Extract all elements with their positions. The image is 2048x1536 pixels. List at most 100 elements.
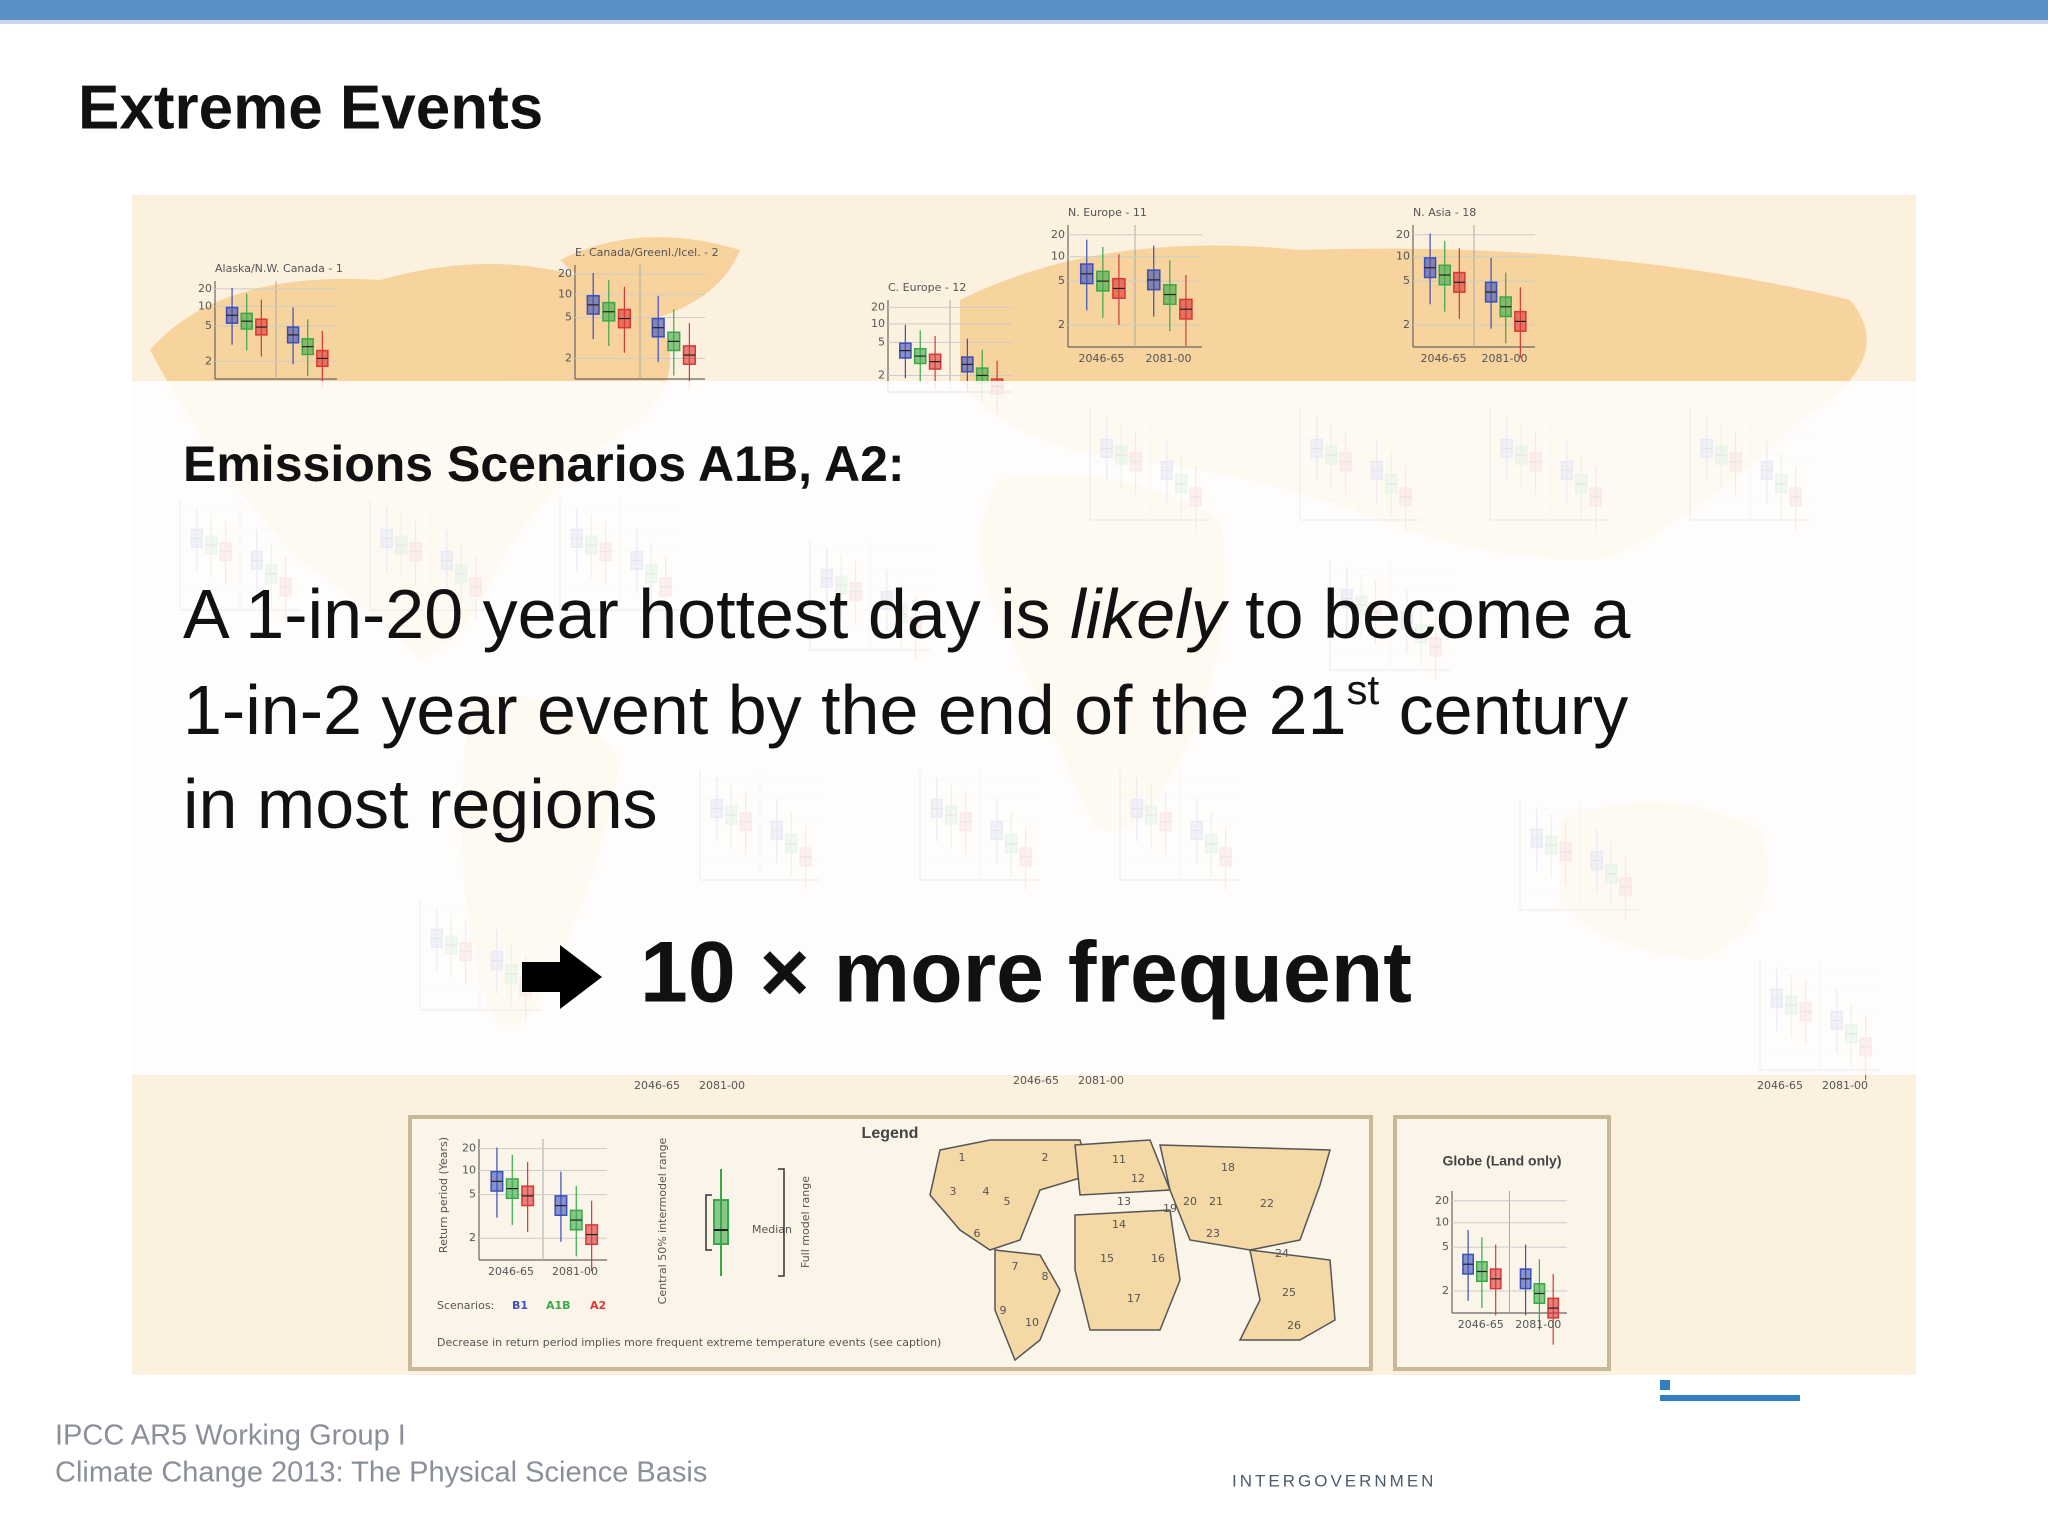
footer-line: IPCC AR5 Working Group I <box>55 1420 406 1452</box>
mini-tick-label: 2 <box>205 354 212 367</box>
statement-line: in most regions <box>183 765 658 843</box>
statement-line: 1-in-2 year event by the end of the 21st… <box>183 666 1628 750</box>
map-region-number: 7 <box>1012 1260 1019 1273</box>
mini-period-label: 2081-00 <box>699 1079 745 1092</box>
statement-part: century <box>1379 671 1628 749</box>
legend-map-australia <box>1238 1249 1336 1341</box>
globe-box <box>1393 1115 1611 1371</box>
legend-map <box>929 1139 1336 1362</box>
mini-tick-label: 20 <box>198 282 212 295</box>
mini-period-label: 2081-00 <box>1146 352 1192 365</box>
mini-tick-label: 20 <box>462 1142 476 1155</box>
map-region-number: 12 <box>1131 1172 1145 1185</box>
mini-chart: 20 10 5 2 2046-65 2081-00 <box>462 1139 607 1278</box>
mini-chart: 20 10 5 2 2046-65 2081-00 <box>1435 1191 1567 1345</box>
map-region-number: 4 <box>983 1185 990 1198</box>
logo-stroke <box>1660 1395 1800 1401</box>
map-region-number: 14 <box>1112 1218 1126 1231</box>
map-region-number: 23 <box>1206 1227 1220 1240</box>
overlay-text: Emissions Scenarios A1B, A2: 10 × more f… <box>183 436 1412 1021</box>
statement-part: to become a <box>1226 575 1631 653</box>
map-region-number: 5 <box>1004 1195 1011 1208</box>
slide-title: Extreme Events <box>78 73 543 142</box>
mini-tick-label: 5 <box>1442 1240 1449 1253</box>
mini-period-label: 2046-65 <box>488 1265 534 1278</box>
mini-tick-label: 5 <box>469 1188 476 1201</box>
mini-period-label: 2046-65 <box>1013 1074 1059 1087</box>
top-bar <box>0 0 2048 20</box>
map-region-number: 1 <box>959 1151 966 1164</box>
legend-contents: Legend 20 10 5 2 2046-65 2081-00 Return period … <box>437 1125 1567 1349</box>
top-bar-shadow <box>0 20 2048 24</box>
mini-tick-label: 10 <box>1435 1216 1449 1229</box>
map-region-number: 22 <box>1260 1197 1274 1210</box>
map-region-number: 15 <box>1100 1252 1114 1265</box>
central-range-label: Central 50% intermodel range <box>656 1137 669 1304</box>
mini-tick-label: 2 <box>565 351 572 364</box>
mini-tick-label: 20 <box>558 267 572 280</box>
map-region-number: 17 <box>1127 1292 1141 1305</box>
map-region-number: 24 <box>1275 1247 1289 1260</box>
mini-tick-label: 10 <box>198 299 212 312</box>
mini-title: N. Europe - 11 <box>1068 206 1147 219</box>
bottom-charts: 2046-65 2081-00 2046-65 2081-00 2046-65 2081-… <box>634 1074 1868 1092</box>
mini-tick-label: 5 <box>1403 274 1410 287</box>
mini-title: N. Asia - 18 <box>1413 206 1476 219</box>
mini-tick-label: 20 <box>1435 1194 1449 1207</box>
map-region-number: 18 <box>1221 1161 1235 1174</box>
mini-period-label: 2046-65 <box>1421 352 1467 365</box>
legend-title: Legend <box>862 1125 919 1142</box>
mini-period-label: 2046-65 <box>1079 352 1125 365</box>
mini-chart: 20 10 5 2 2046-65 2081-00 N. Europe - 11 <box>1051 206 1202 365</box>
mini-tick-label: 20 <box>1051 228 1065 241</box>
bracket <box>705 1194 712 1251</box>
bottom-chart-labels: 2046-65 2081-00 <box>1757 1079 1868 1092</box>
bottom-chart-labels: 2046-65 2081-00 <box>1013 1074 1124 1087</box>
organization-name: INTERGOVERNMEN <box>1232 1471 1436 1490</box>
bracket <box>778 1168 785 1277</box>
legend-caption: Decrease in return period implies more f… <box>437 1336 941 1349</box>
mini-chart: 20 10 5 2 Alaska/N.W. Canada - 1 <box>198 262 343 388</box>
conclusion: 10 × more frequent <box>640 925 1412 1021</box>
mini-period-label: 2046-65 <box>634 1079 680 1092</box>
mini-tick-label: 2 <box>1442 1284 1449 1297</box>
globe-title: Globe (Land only) <box>1443 1153 1562 1169</box>
legend-y-label: Return period (Years) <box>437 1137 450 1253</box>
mini-period-label: 2081-00 <box>1515 1318 1561 1331</box>
mini-period-label: 2081-00 <box>1078 1074 1124 1087</box>
mini-chart: 20 10 5 2 E. Canada/Greenl./Icel. - 2 <box>558 246 719 390</box>
map-region-number: 19 <box>1163 1202 1177 1215</box>
map-region-number: 25 <box>1282 1286 1296 1299</box>
map-region-number: 11 <box>1112 1153 1126 1166</box>
mini-tick-label: 20 <box>871 300 885 313</box>
mini-tick-label: 10 <box>558 288 572 301</box>
mini-title: E. Canada/Greenl./Icel. - 2 <box>575 246 719 259</box>
mini-tick-label: 5 <box>205 319 212 332</box>
statement-part: likely <box>1070 575 1230 653</box>
statement-part: A 1-in-20 year hottest day is <box>183 575 1070 653</box>
map-region-number: 20 <box>1183 1195 1197 1208</box>
mini-tick-label: 5 <box>878 335 885 348</box>
legend-map-asia <box>1159 1144 1331 1251</box>
mini-tick-label: 2 <box>1058 318 1065 331</box>
map-region-number: 26 <box>1287 1319 1301 1332</box>
mini-tick-label: 10 <box>871 317 885 330</box>
mini-period-label: 2081-00 <box>552 1265 598 1278</box>
mini-period-label: 2046-65 <box>1458 1318 1504 1331</box>
scenario-name: A1B <box>546 1299 571 1312</box>
mini-period-label: 2046-65 <box>1757 1079 1803 1092</box>
bottom-chart-labels: 2046-65 2081-00 <box>634 1079 745 1092</box>
legend-box-icon <box>713 1199 729 1245</box>
map-region-number: 6 <box>974 1227 981 1240</box>
map-region-number: 21 <box>1209 1195 1223 1208</box>
scenario-subtitle: Emissions Scenarios A1B, A2: <box>183 436 905 492</box>
statement-part: in most regions <box>183 765 658 843</box>
legend-map-africa <box>1074 1209 1181 1331</box>
mini-tick-label: 10 <box>1051 250 1065 263</box>
mini-chart: 20 10 5 2 2046-65 2081-00 N. Asia - 18 <box>1396 206 1535 365</box>
mini-title: Alaska/N.W. Canada - 1 <box>215 262 343 275</box>
legend-map-americas-north <box>929 1139 1091 1251</box>
map-region-number: 3 <box>950 1185 957 1198</box>
